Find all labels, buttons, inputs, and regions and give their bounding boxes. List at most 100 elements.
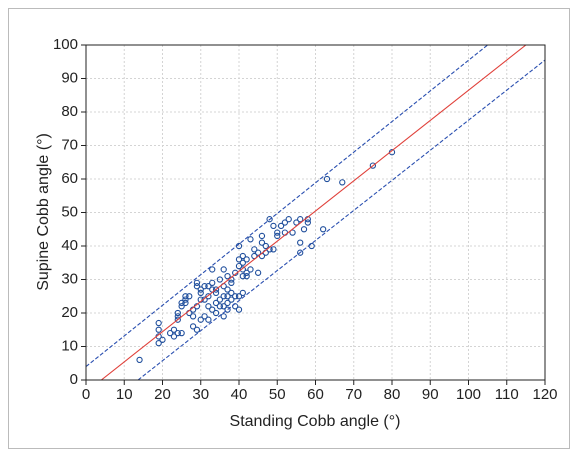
point bbox=[270, 246, 277, 253]
point bbox=[266, 216, 273, 223]
point bbox=[205, 303, 212, 310]
point bbox=[228, 296, 235, 303]
y-tick-label: 30 bbox=[61, 270, 78, 287]
point bbox=[235, 293, 243, 300]
point bbox=[297, 216, 304, 223]
point bbox=[174, 316, 181, 323]
point bbox=[243, 256, 250, 263]
point bbox=[228, 279, 235, 286]
point bbox=[239, 259, 246, 266]
point bbox=[174, 309, 181, 317]
point bbox=[235, 256, 243, 263]
point bbox=[197, 316, 204, 323]
point bbox=[155, 339, 162, 347]
point bbox=[205, 316, 212, 323]
point bbox=[239, 272, 246, 280]
point bbox=[254, 269, 262, 276]
point bbox=[220, 293, 227, 300]
point bbox=[193, 279, 201, 286]
x-axis-label: Standing Cobb angle (°) bbox=[230, 413, 401, 430]
point bbox=[209, 306, 216, 313]
point bbox=[178, 299, 185, 307]
point bbox=[251, 246, 258, 253]
band-line bbox=[86, 45, 488, 368]
point bbox=[205, 283, 212, 290]
point bbox=[212, 309, 220, 317]
point bbox=[300, 226, 308, 233]
point bbox=[235, 262, 243, 270]
point bbox=[155, 319, 162, 327]
point bbox=[224, 293, 231, 300]
point bbox=[239, 289, 246, 297]
point bbox=[258, 232, 266, 240]
point bbox=[254, 249, 262, 256]
point bbox=[224, 306, 231, 313]
point bbox=[201, 283, 208, 290]
point bbox=[247, 266, 254, 273]
point bbox=[289, 229, 296, 236]
point bbox=[212, 289, 220, 297]
point bbox=[285, 216, 292, 223]
x-tick-label: 40 bbox=[231, 386, 248, 403]
x-tick-label: 80 bbox=[384, 386, 401, 403]
x-tick-label: 30 bbox=[192, 386, 209, 403]
y-tick-label: 0 bbox=[70, 371, 78, 388]
point bbox=[209, 279, 216, 286]
point bbox=[189, 323, 197, 330]
point bbox=[205, 293, 212, 300]
point bbox=[323, 175, 331, 183]
point bbox=[297, 249, 304, 256]
point bbox=[235, 306, 243, 313]
point bbox=[224, 272, 231, 280]
point bbox=[369, 162, 377, 169]
point bbox=[339, 179, 346, 186]
fit-line bbox=[100, 45, 527, 380]
point bbox=[174, 329, 181, 337]
point bbox=[197, 289, 204, 297]
y-tick-label: 50 bbox=[61, 203, 78, 220]
point bbox=[193, 326, 201, 333]
point bbox=[281, 229, 289, 236]
point bbox=[281, 219, 289, 226]
y-tick-label: 10 bbox=[61, 337, 78, 354]
point bbox=[239, 266, 246, 273]
point bbox=[186, 293, 193, 300]
point bbox=[155, 326, 162, 333]
point bbox=[319, 226, 327, 233]
point bbox=[136, 356, 143, 364]
point bbox=[178, 329, 185, 337]
y-tick-label: 100 bbox=[53, 36, 78, 53]
point bbox=[270, 222, 277, 230]
point bbox=[170, 326, 178, 333]
point bbox=[182, 299, 189, 307]
band-line bbox=[137, 59, 545, 380]
point bbox=[274, 229, 281, 236]
point bbox=[274, 232, 281, 240]
x-tick-label: 70 bbox=[345, 386, 362, 403]
point bbox=[182, 296, 189, 303]
point bbox=[297, 239, 304, 246]
point bbox=[243, 272, 250, 280]
point bbox=[232, 293, 239, 300]
point bbox=[178, 303, 185, 310]
point bbox=[224, 286, 231, 293]
point bbox=[170, 333, 178, 340]
point bbox=[209, 266, 216, 273]
point bbox=[189, 313, 197, 320]
point bbox=[247, 236, 254, 243]
point bbox=[166, 329, 174, 337]
point bbox=[216, 276, 224, 283]
y-tick-label: 90 bbox=[61, 69, 78, 86]
point bbox=[293, 219, 300, 226]
point bbox=[262, 242, 269, 250]
point bbox=[239, 252, 246, 260]
point bbox=[277, 222, 285, 230]
point bbox=[304, 219, 311, 226]
x-tick-label: 10 bbox=[116, 386, 133, 403]
point bbox=[220, 313, 227, 320]
x-tick-label: 120 bbox=[532, 386, 557, 403]
point bbox=[212, 286, 220, 293]
point bbox=[212, 299, 220, 307]
